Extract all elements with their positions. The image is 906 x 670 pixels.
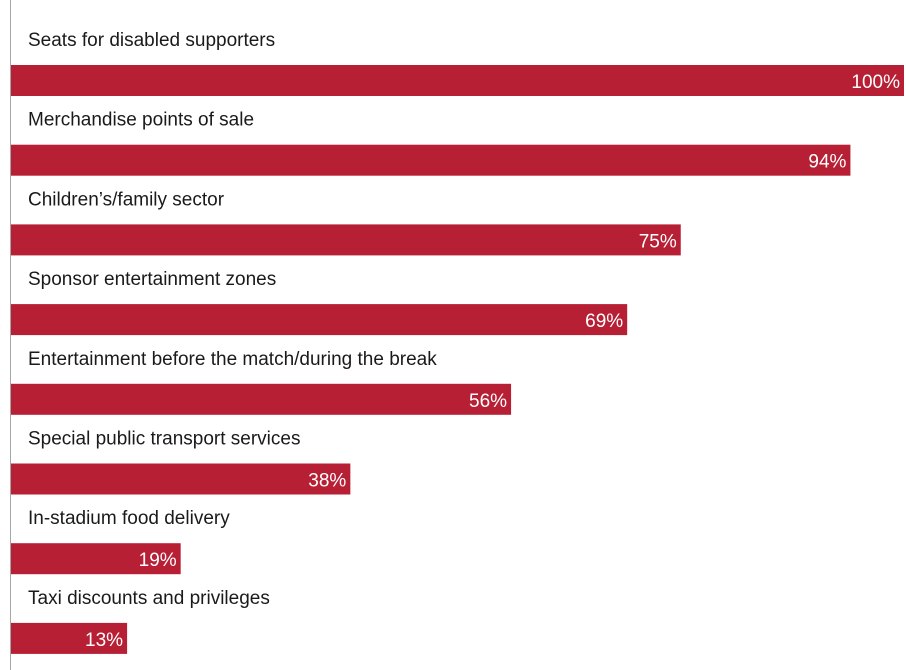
bar [11, 463, 351, 495]
value-label: 69% [585, 311, 623, 332]
value-label: 100% [851, 72, 900, 93]
category-label: Children’s/family sector [28, 189, 225, 210]
bar [11, 65, 904, 96]
value-label: 19% [139, 550, 177, 571]
value-label: 94% [808, 152, 846, 173]
value-label: 56% [469, 391, 507, 412]
value-label: 38% [308, 471, 346, 492]
bar [11, 304, 628, 336]
category-label: Sponsor entertainment zones [28, 269, 276, 290]
value-label: 13% [85, 630, 123, 651]
category-label: In-stadium food delivery [28, 508, 230, 529]
category-label: Merchandise points of sale [28, 110, 254, 131]
bar [11, 383, 512, 415]
category-label: Entertainment before the match/during th… [28, 349, 437, 370]
bar [11, 543, 181, 575]
bar [11, 144, 851, 176]
value-label: 75% [639, 231, 677, 252]
bars-group: Seats for disabled supporters 100% Merchan… [11, 30, 904, 654]
category-label: Special public transport services [28, 429, 300, 450]
bar [11, 622, 128, 654]
bar [11, 224, 681, 256]
category-label: Taxi discounts and privileges [28, 588, 270, 609]
category-label: Seats for disabled supporters [28, 30, 275, 51]
